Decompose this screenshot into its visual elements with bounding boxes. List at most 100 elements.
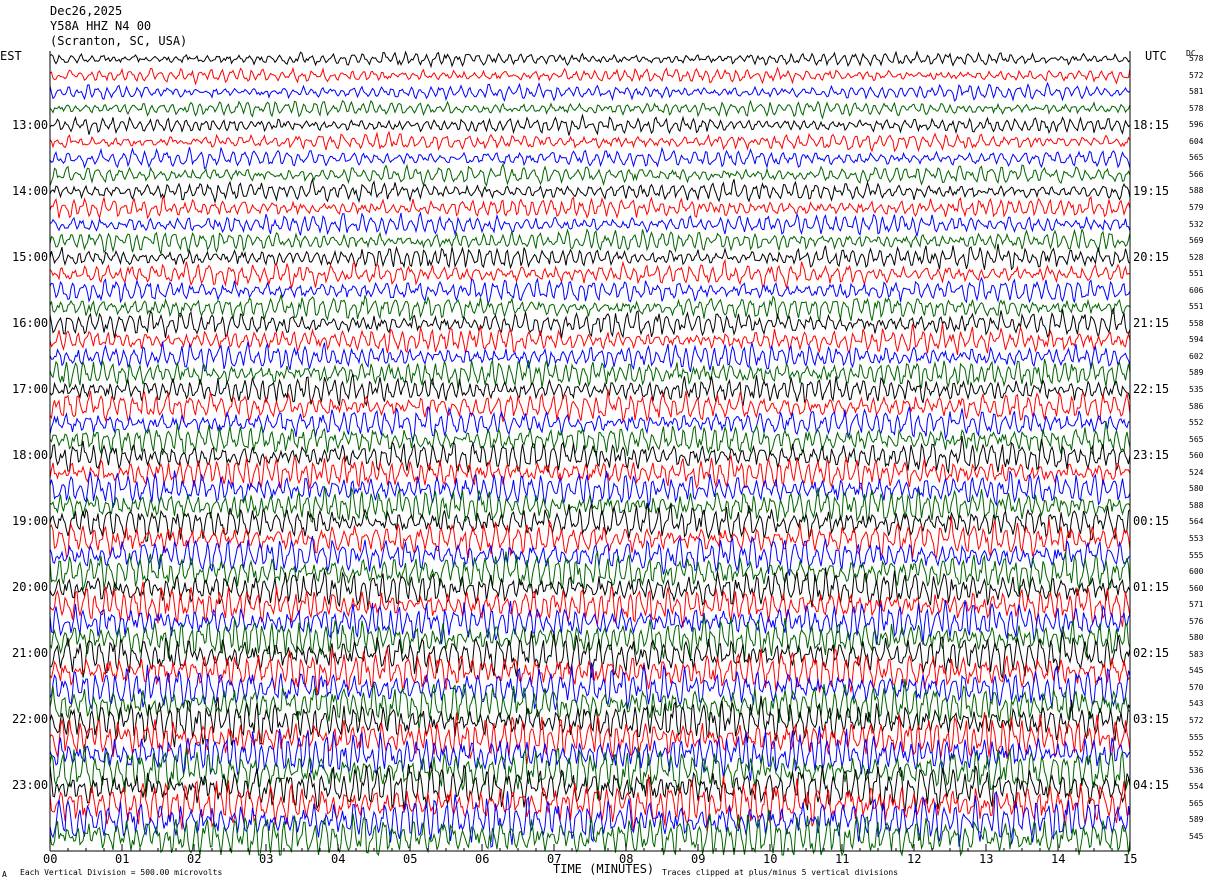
seismic-trace-7 <box>49 146 1131 170</box>
seismic-trace-29 <box>49 502 1131 543</box>
seismic-trace-39 <box>49 662 1131 711</box>
dc-offset-label: 596 <box>1189 120 1204 130</box>
right-hour-label: 22:15 <box>1133 382 1170 396</box>
dc-offset-label: 594 <box>1189 335 1204 345</box>
right-hour-label: 02:15 <box>1133 646 1170 660</box>
x-tick-label: 08 <box>619 852 634 866</box>
dc-offset-label: 555 <box>1189 550 1204 560</box>
left-hour-label: 16:00 <box>12 316 49 330</box>
right-hour-label: 18:15 <box>1133 118 1170 132</box>
dc-offset-label: 553 <box>1189 533 1204 543</box>
seismic-trace-36 <box>49 615 1131 661</box>
dc-offset-label: 565 <box>1189 153 1204 163</box>
dc-offset-label: 570 <box>1189 682 1204 692</box>
x-tick-label: 06 <box>475 852 490 866</box>
dc-offset-label: 571 <box>1189 600 1204 610</box>
right-hour-label: 04:15 <box>1133 778 1170 792</box>
seismic-trace-25 <box>49 436 1131 475</box>
dc-offset-label: 579 <box>1189 202 1204 212</box>
seismic-trace-6 <box>49 130 1131 153</box>
seismic-trace-9 <box>49 177 1131 204</box>
right-hour-label: 21:15 <box>1133 316 1170 330</box>
dc-offset-label: 552 <box>1189 418 1204 428</box>
seismic-trace-45 <box>49 762 1131 813</box>
dc-offset-label: 600 <box>1189 567 1204 577</box>
seismic-trace-44 <box>49 744 1131 800</box>
dc-offset-label: 569 <box>1189 236 1204 246</box>
dc-offset-label: 576 <box>1189 616 1204 626</box>
dc-offset-label: 555 <box>1189 732 1204 742</box>
scale-note: Each Vertical Division = 500.00 microvol… <box>20 868 223 877</box>
dc-offset-label: 565 <box>1189 434 1204 444</box>
chart-header-date: Dec26,2025 <box>50 4 123 18</box>
seismic-trace-37 <box>49 630 1131 679</box>
dc-offset-label: 572 <box>1189 70 1204 80</box>
dc-offset-label: 528 <box>1189 252 1204 262</box>
dc-offset-label: 589 <box>1189 368 1204 378</box>
dc-offset-label: 552 <box>1189 749 1204 759</box>
x-tick-label: 09 <box>691 852 706 866</box>
dc-offset-label: 583 <box>1189 649 1204 659</box>
seismic-trace-20 <box>49 358 1131 390</box>
dc-offset-label: 560 <box>1189 451 1204 461</box>
dc-offset-label: 551 <box>1189 302 1204 312</box>
seismic-trace-21 <box>49 373 1131 407</box>
x-tick-label: 05 <box>403 852 418 866</box>
seismic-trace-32 <box>49 550 1131 595</box>
dc-offset-label: 565 <box>1189 798 1204 808</box>
dc-offset-label: 543 <box>1189 699 1204 709</box>
right-hour-label: 01:15 <box>1133 580 1170 594</box>
dc-offset-label: 551 <box>1189 269 1204 279</box>
corner-mark: A <box>2 870 7 879</box>
seismic-trace-33 <box>49 567 1131 610</box>
seismic-trace-11 <box>49 211 1131 237</box>
seismic-trace-13 <box>49 243 1131 271</box>
dc-offset-label: 545 <box>1189 666 1204 676</box>
x-tick-label: 01 <box>115 852 130 866</box>
seismic-trace-41 <box>49 695 1131 748</box>
x-tick-label: 12 <box>907 852 922 866</box>
right-hour-label: 03:15 <box>1133 712 1170 726</box>
left-hour-label: 19:00 <box>12 514 49 528</box>
seismic-trace-4 <box>49 99 1131 120</box>
seismic-trace-8 <box>49 162 1131 187</box>
left-hour-label: 14:00 <box>12 184 49 198</box>
seismic-trace-26 <box>49 455 1131 491</box>
left-hour-label: 13:00 <box>12 118 49 132</box>
seismic-trace-17 <box>49 307 1131 339</box>
dc-offset-label: 588 <box>1189 186 1204 196</box>
seismic-trace-27 <box>49 470 1131 508</box>
seismic-trace-10 <box>49 195 1131 220</box>
right-hour-label: 20:15 <box>1133 250 1170 264</box>
seismic-trace-1 <box>49 50 1131 69</box>
seismic-trace-30 <box>49 516 1131 559</box>
seismic-trace-35 <box>49 599 1131 645</box>
x-tick-label: 13 <box>979 852 994 866</box>
left-hour-label: 17:00 <box>12 382 49 396</box>
x-tick-label: 03 <box>259 852 274 866</box>
dc-offset-label: 554 <box>1189 782 1204 792</box>
trace-group <box>49 50 1131 857</box>
seismic-trace-28 <box>49 486 1131 524</box>
x-tick-group <box>49 844 1131 851</box>
dc-offset-label: 536 <box>1189 765 1204 775</box>
left-hour-label: 20:00 <box>12 580 49 594</box>
x-tick-label: 07 <box>547 852 562 866</box>
seismic-trace-23 <box>49 405 1131 442</box>
dc-offset-label: 532 <box>1189 219 1204 229</box>
x-tick-label: 11 <box>835 852 850 866</box>
left-hour-label: 23:00 <box>12 778 49 792</box>
dc-offset-label: 578 <box>1189 54 1204 63</box>
seismic-trace-2 <box>49 66 1131 86</box>
x-tick-label: 10 <box>763 852 778 866</box>
right-hour-label: 00:15 <box>1133 514 1170 528</box>
seismic-trace-5 <box>49 113 1131 136</box>
seismic-trace-14 <box>49 258 1131 290</box>
x-tick-label: 14 <box>1051 852 1066 866</box>
seismic-trace-48 <box>49 809 1131 857</box>
chart-header-station: Y58A HHZ N4 00 <box>50 19 152 33</box>
dc-offset-label: 604 <box>1189 136 1204 146</box>
dc-offset-label: 524 <box>1189 467 1204 477</box>
seismic-trace-12 <box>49 228 1131 255</box>
